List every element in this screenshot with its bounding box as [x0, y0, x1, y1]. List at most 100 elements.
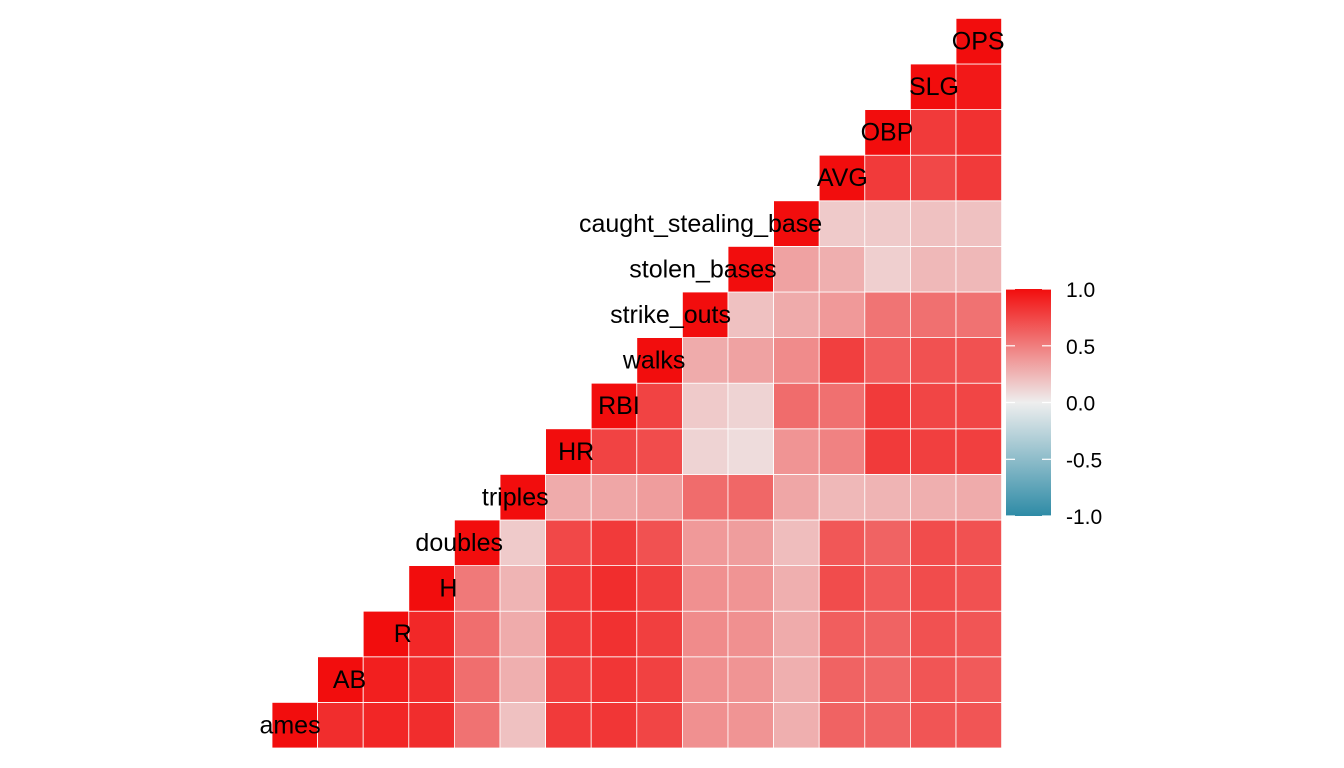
heatmap-cell: [317, 702, 364, 749]
heatmap-cell: [682, 428, 729, 475]
variable-label: doubles: [415, 529, 503, 557]
heatmap-cell: [682, 702, 729, 749]
heatmap-cell: [818, 291, 866, 338]
variable-label: OBP: [861, 119, 914, 147]
heatmap-cell: [636, 382, 683, 430]
heatmap-cell: [636, 610, 683, 658]
heatmap-cell: [682, 610, 729, 658]
heatmap-cell: [682, 291, 729, 338]
heatmap-cell: [727, 610, 774, 658]
heatmap-cell: [864, 428, 911, 475]
heatmap-cell: [727, 565, 774, 612]
heatmap-cell: [910, 245, 957, 293]
heatmap-cell: [910, 428, 957, 475]
heatmap-cell: [408, 656, 455, 703]
variable-label: triples: [482, 483, 549, 511]
heatmap-cell: [955, 428, 1002, 475]
heatmap-cell: [910, 154, 957, 202]
heatmap-cell: [818, 337, 866, 384]
legend-tick-label: 0.0: [1066, 393, 1095, 416]
heatmap-cell: [590, 428, 638, 475]
heatmap-cell: [864, 245, 911, 293]
heatmap-cell: [773, 519, 820, 566]
heatmap-cell: [499, 473, 546, 521]
heatmap-cell: [818, 519, 866, 566]
heatmap-cell: [682, 473, 729, 521]
heatmap-cell: [499, 565, 546, 612]
heatmap-cell: [864, 610, 911, 658]
heatmap-cell: [499, 702, 546, 749]
heatmap-cell: [955, 63, 1002, 110]
heatmap-cell: [818, 382, 866, 430]
heatmap-cell: [864, 702, 911, 749]
heatmap-cell: [864, 519, 911, 566]
heatmap-cell: [818, 610, 866, 658]
heatmap-cell: [453, 565, 501, 612]
heatmap-cell: [682, 565, 729, 612]
heatmap-cell: [955, 17, 1002, 65]
legend-ticks: 1.0 0.5 0.0 -0.5 -1.0: [1006, 279, 1102, 529]
heatmap-cell: [727, 519, 774, 566]
variable-label: ames: [259, 711, 320, 739]
heatmap-cell: [636, 337, 683, 384]
heatmap-cell: [773, 428, 820, 475]
heatmap-cell: [408, 610, 455, 658]
heatmap-cell: [636, 428, 683, 475]
heatmap-cell: [545, 473, 592, 521]
heatmap-cell: [682, 656, 729, 703]
heatmap-cell: [773, 291, 820, 338]
heatmap-cell: [545, 428, 592, 475]
heatmap-cell: [727, 382, 774, 430]
heatmap-cell: [773, 473, 820, 521]
heatmap-cell: [910, 382, 957, 430]
heatmap-cell: [545, 565, 592, 612]
heatmap-cell: [545, 610, 592, 658]
heatmap-cell: [682, 382, 729, 430]
heatmap-cell: [362, 656, 410, 703]
heatmap-cell: [453, 610, 501, 658]
heatmap-cell: [955, 656, 1002, 703]
heatmap-cell: [864, 565, 911, 612]
variable-label: RBI: [598, 392, 640, 420]
heatmap-cell: [362, 610, 410, 658]
heatmap-cell: [955, 702, 1002, 749]
heatmap-cell: [773, 200, 820, 247]
heatmap-cell: [864, 337, 911, 384]
heatmap-cell: [955, 291, 1002, 338]
variable-label: caught_stealing_base: [579, 210, 822, 238]
heatmap-cell: [499, 656, 546, 703]
heatmap-cell: [590, 702, 638, 749]
heatmap-cell: [453, 702, 501, 749]
heatmap-cell: [545, 519, 592, 566]
heatmap-cell: [818, 200, 866, 247]
heatmap-cell: [499, 519, 546, 566]
heatmap-cell: [864, 200, 911, 247]
heatmap-cell: [910, 473, 957, 521]
heatmap-cell: [317, 656, 364, 703]
heatmap-cell: [453, 656, 501, 703]
variable-label: strike_outs: [610, 301, 731, 329]
heatmap-cell: [773, 656, 820, 703]
heatmap-cell: [910, 337, 957, 384]
heatmap-cell: [910, 656, 957, 703]
heatmap-cell: [955, 382, 1002, 430]
heatmap-cell: [362, 702, 410, 749]
variable-label: walks: [622, 347, 686, 375]
heatmap-cell: [864, 473, 911, 521]
heatmap-cell: [818, 702, 866, 749]
heatmap-cell: [590, 565, 638, 612]
heatmap-cell: [910, 63, 957, 110]
heatmap-cell: [545, 656, 592, 703]
variable-label: HR: [558, 438, 594, 466]
heatmap-cell: [773, 702, 820, 749]
heatmap-cell: [910, 519, 957, 566]
heatmap-cell: [590, 519, 638, 566]
variable-label: R: [394, 620, 412, 648]
heatmap-cell: [818, 656, 866, 703]
heatmap-cell: [773, 245, 820, 293]
heatmap-cell: [910, 702, 957, 749]
heatmap-cell: [910, 291, 957, 338]
variable-label: H: [439, 575, 457, 603]
heatmap-cell: [773, 382, 820, 430]
